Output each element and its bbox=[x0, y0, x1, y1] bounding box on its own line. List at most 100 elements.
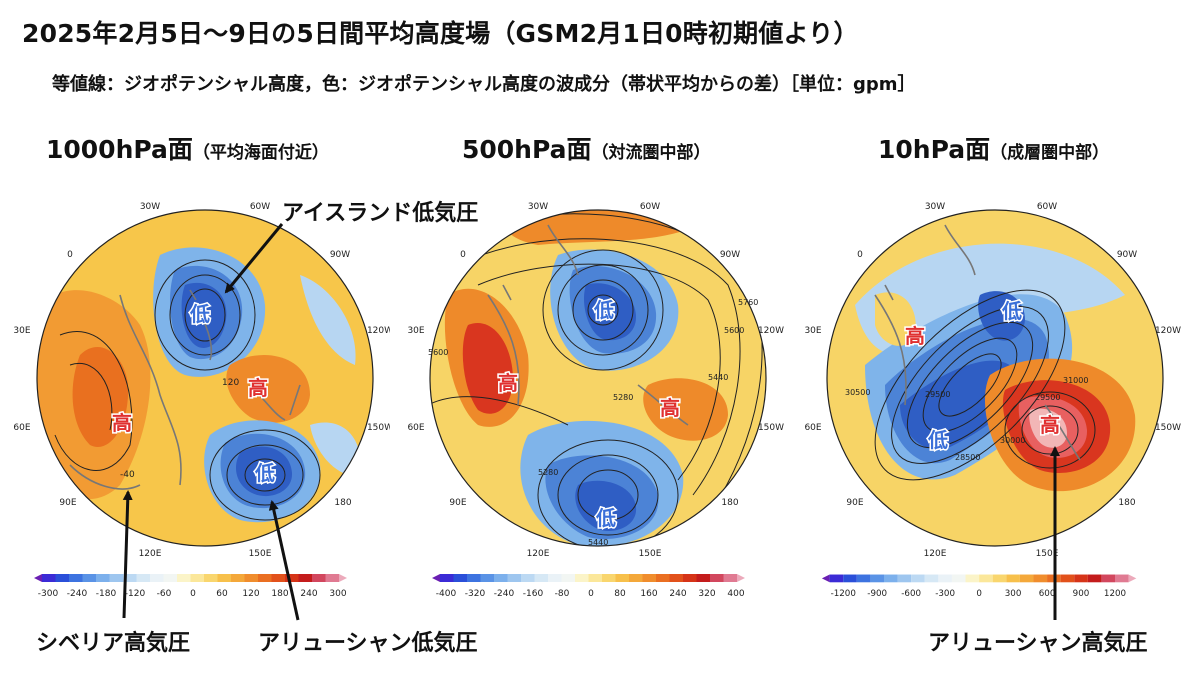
panel-desc: （対流圏中部） bbox=[591, 143, 711, 163]
colorbar-tick: 1200 bbox=[1104, 589, 1126, 599]
colorbar-tick: 240 bbox=[669, 589, 686, 599]
lon-label: 90E bbox=[449, 498, 466, 508]
colorbar-tick: -900 bbox=[867, 589, 887, 599]
contour-label: 5760 bbox=[738, 298, 758, 307]
lon-label: 30E bbox=[805, 326, 822, 336]
lon-label: 150E bbox=[639, 549, 662, 559]
center-marker-low: 低 bbox=[593, 298, 614, 322]
contour-label: 30500 bbox=[845, 388, 870, 397]
contour-label: 5440 bbox=[708, 373, 728, 382]
colorbar-tick: 120 bbox=[242, 589, 259, 599]
colorbar-500hpa: -400 -320 -240 -160 -80 0 80 160 240 320… bbox=[432, 574, 745, 599]
center-marker-high: 高 bbox=[660, 396, 680, 420]
lon-label: 120E bbox=[139, 549, 162, 559]
lon-label: 60W bbox=[640, 202, 660, 212]
panel-header-500hpa: 500hPa面（対流圏中部） bbox=[462, 130, 711, 166]
contour-label: 30000 bbox=[1000, 436, 1025, 445]
lon-label: 30W bbox=[528, 202, 548, 212]
contour-label: -40 bbox=[120, 470, 135, 480]
center-marker-high: 高 bbox=[112, 411, 132, 435]
lon-label: 90W bbox=[720, 250, 740, 260]
colorbar-tick: 0 bbox=[976, 589, 982, 599]
colorbar-tick: -600 bbox=[901, 589, 921, 599]
center-marker-low: 低 bbox=[189, 302, 210, 326]
lon-label: 150W bbox=[758, 423, 784, 433]
page-subtitle: 等値線：ジオポテンシャル高度，色：ジオポテンシャル高度の波成分（帯状平均からの差… bbox=[52, 74, 916, 95]
panel-header-1000hpa: 1000hPa面（平均海面付近） bbox=[46, 130, 329, 166]
center-marker-low: 低 bbox=[927, 428, 948, 452]
callout-aleutian-low: アリューシャン低気圧 bbox=[258, 631, 478, 656]
contour-label: 29500 bbox=[1035, 393, 1060, 402]
lon-label: 0 bbox=[857, 250, 863, 260]
lon-label: 180 bbox=[1118, 498, 1135, 508]
lon-label: 90W bbox=[330, 250, 350, 260]
colorbar-tick: -300 bbox=[38, 589, 59, 599]
lon-label: 120E bbox=[924, 549, 947, 559]
lon-label: 90W bbox=[1117, 250, 1137, 260]
panel-header-10hpa: 10hPa面（成層圏中部） bbox=[878, 130, 1109, 166]
map-10hpa: 30W 60W 90W 120W 150W 180 150E 120E 90E … bbox=[805, 202, 1181, 559]
colorbar-swatches bbox=[34, 574, 347, 582]
lon-label: 30E bbox=[408, 326, 425, 336]
colorbar-tick: -80 bbox=[555, 589, 570, 599]
lon-label: 0 bbox=[67, 250, 73, 260]
callout-siberian-high: シベリア高気圧 bbox=[36, 631, 191, 656]
colorbar-tick: 0 bbox=[588, 589, 594, 599]
colorbar-tick: 900 bbox=[1073, 589, 1090, 599]
lon-label: 150W bbox=[367, 423, 390, 433]
colorbar-tick: 180 bbox=[271, 589, 288, 599]
colorbar-tick: 600 bbox=[1039, 589, 1056, 599]
colorbar-tick: 400 bbox=[727, 589, 744, 599]
lon-label: 60E bbox=[13, 423, 30, 433]
lon-label: 120W bbox=[367, 326, 390, 336]
colorbar-tick: -60 bbox=[157, 589, 172, 599]
colorbar-tick: 80 bbox=[614, 589, 626, 599]
lon-label: 150E bbox=[1036, 549, 1059, 559]
contour-label: 5600 bbox=[428, 348, 448, 357]
contour-label: 29500 bbox=[925, 390, 950, 399]
colorbar-tick: 0 bbox=[190, 589, 196, 599]
center-marker-high: 高 bbox=[248, 376, 268, 400]
colorbar-swatches bbox=[821, 574, 1137, 583]
colorbar-tick: -320 bbox=[465, 589, 486, 599]
panel-level: 500hPa面 bbox=[462, 135, 592, 164]
center-marker-high: 高 bbox=[905, 324, 925, 348]
center-marker-low: 低 bbox=[1001, 299, 1022, 323]
colorbar-tick: 300 bbox=[1005, 589, 1022, 599]
colorbar-tick: -240 bbox=[494, 589, 515, 599]
lon-label: 0 bbox=[460, 250, 466, 260]
contour-label: 5280 bbox=[538, 468, 558, 477]
lon-label: 90E bbox=[59, 498, 76, 508]
lon-label: 30W bbox=[925, 202, 945, 212]
lon-label: 150W bbox=[1155, 423, 1181, 433]
lon-label: 60W bbox=[250, 202, 270, 212]
contour-label: 120 bbox=[222, 378, 239, 388]
colorbar-tick: 60 bbox=[216, 589, 228, 599]
center-marker-high: 高 bbox=[1040, 413, 1060, 437]
contour-label: 31000 bbox=[1063, 376, 1088, 385]
map-500hpa: 30W 60W 90W 120W 150W 180 150E 120E 90E … bbox=[408, 202, 784, 559]
panel-level: 10hPa面 bbox=[878, 135, 991, 164]
contour-label: 5440 bbox=[588, 538, 608, 547]
colorbar-tick: 240 bbox=[300, 589, 317, 599]
panel-level: 1000hPa面 bbox=[46, 135, 193, 164]
colorbar-tick: -400 bbox=[436, 589, 457, 599]
colorbar-tick: -180 bbox=[96, 589, 117, 599]
lon-label: 30E bbox=[13, 326, 30, 336]
contour-label: 5280 bbox=[613, 393, 633, 402]
page-title: 2025年2月5日〜9日の5日間平均高度場（GSM2月1日0時初期値より） bbox=[22, 19, 859, 48]
callout-iceland-low: アイスランド低気圧 bbox=[282, 201, 479, 226]
colorbar-tick: 160 bbox=[640, 589, 657, 599]
callout-aleutian-high: アリューシャン高気圧 bbox=[928, 631, 1148, 656]
lon-label: 60W bbox=[1037, 202, 1057, 212]
colorbar-tick: 300 bbox=[329, 589, 346, 599]
panel-desc: （平均海面付近） bbox=[192, 143, 329, 163]
colorbar-tick: -120 bbox=[125, 589, 146, 599]
colorbar-swatches bbox=[432, 574, 745, 582]
colorbar-1000hpa: -300 -240 -180 -120 -60 0 60 120 180 240… bbox=[34, 574, 347, 599]
lon-label: 180 bbox=[721, 498, 738, 508]
contour-label: 5600 bbox=[724, 326, 744, 335]
colorbar-10hpa: -1200 -900 -600 -300 0 300 600 900 1200 bbox=[821, 574, 1137, 599]
lon-label: 120W bbox=[758, 326, 784, 336]
colorbar-tick: -1200 bbox=[831, 589, 856, 599]
